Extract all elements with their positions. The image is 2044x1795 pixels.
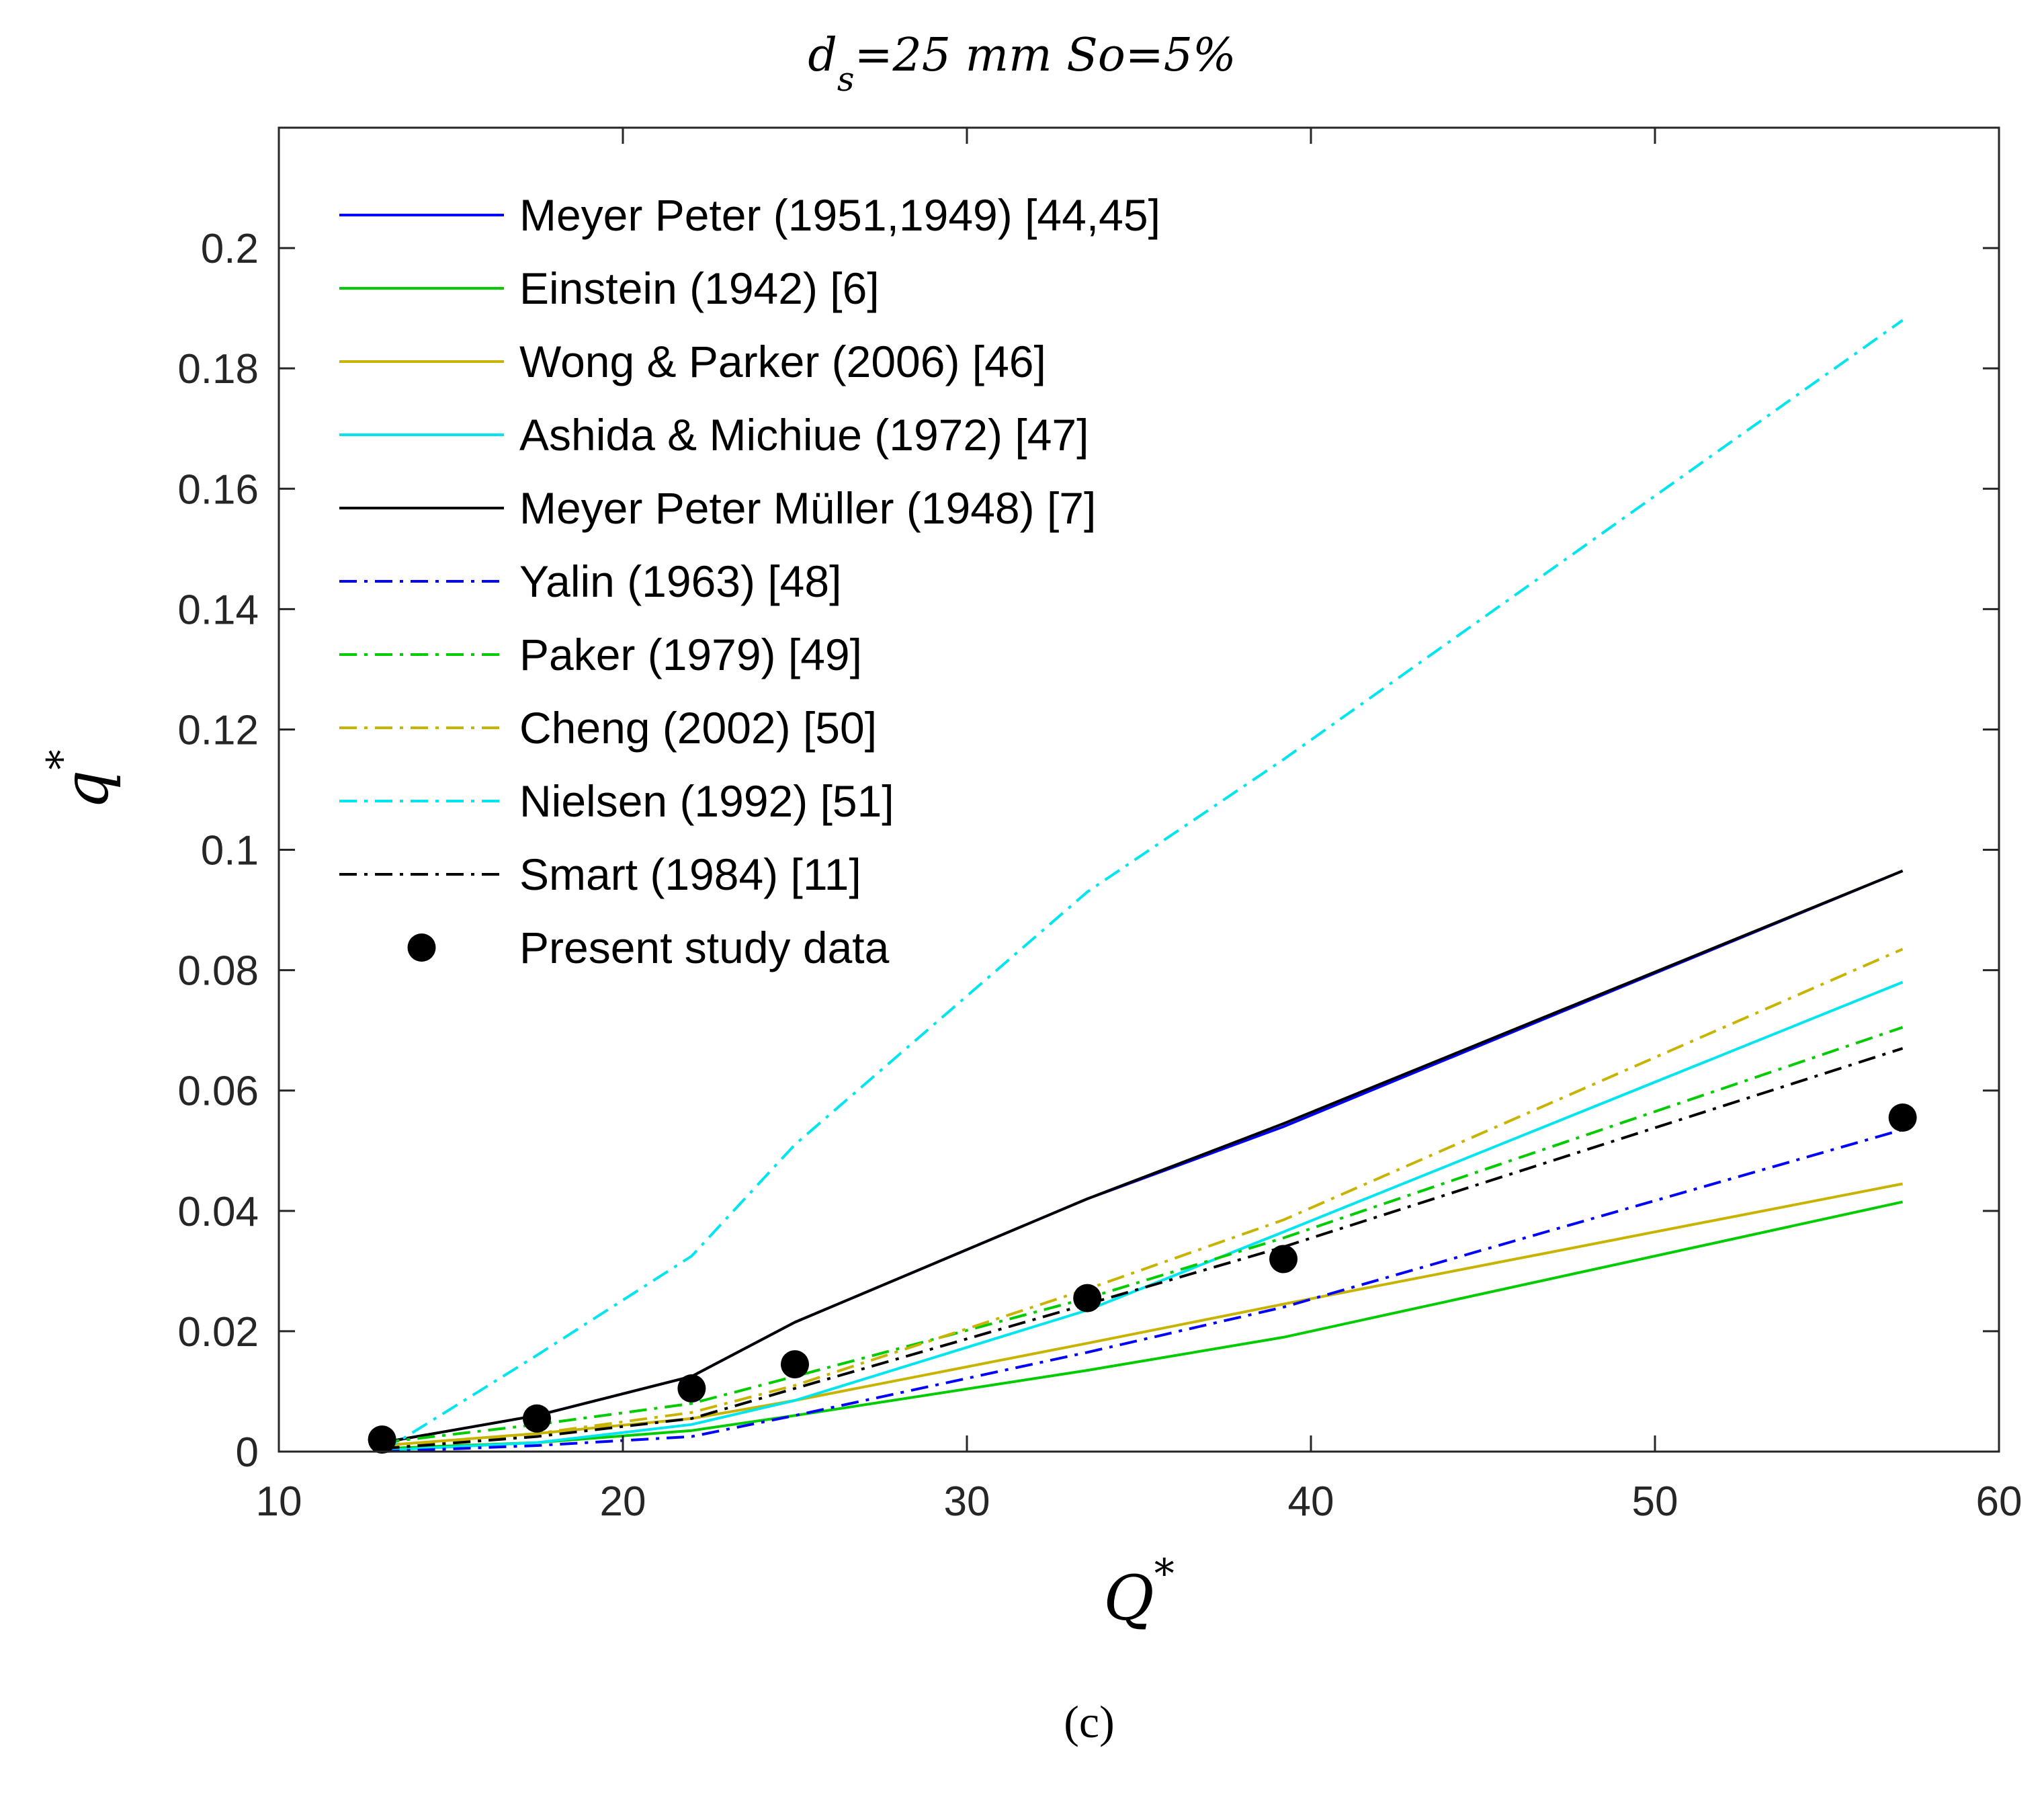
y-tick-label: 0.2 (201, 226, 259, 272)
legend-label: Cheng (2002) [50] (519, 703, 877, 753)
x-tick-label: 10 (256, 1478, 302, 1525)
y-tick-label: 0.08 (177, 948, 259, 995)
legend-label: Meyer Peter (1951,1949) [44,45] (519, 190, 1160, 240)
legend-label: Paker (1979) [49] (519, 630, 862, 679)
data-point (1888, 1103, 1917, 1132)
legend-label: Present study data (519, 923, 890, 972)
data-point (677, 1374, 706, 1403)
x-axis-label: Q* (1103, 1550, 1174, 1634)
y-tick-label: 0.14 (177, 587, 259, 633)
figure-caption: (c) (1064, 1696, 1114, 1747)
x-tick-label: 30 (944, 1478, 990, 1525)
legend-label: Ashida & Michiue (1972) [47] (519, 410, 1089, 460)
scatter-layer (368, 1103, 1917, 1454)
plot-area: 10 20 30 40 50 60 0 0.02 0.04 0.06 0.08 0.1 0.12 0.14… (177, 126, 2022, 1525)
series-line-cheng-2002-50 (382, 948, 1904, 1450)
legend-marker-present-study-data (407, 933, 436, 962)
legend-label: Nielsen (1992) [51] (519, 776, 894, 826)
plot-frame (278, 126, 2000, 1453)
legend: Meyer Peter (1951,1949) [44,45] Einstein … (339, 190, 1160, 972)
tick-layer: 10 20 30 40 50 60 0 0.02 0.04 0.06 0.08 0.1 0.12 0.14… (177, 128, 2022, 1525)
legend-label: Einstein (1942) [6] (519, 263, 880, 313)
data-point (523, 1404, 551, 1433)
y-tick-label: 0.02 (177, 1309, 259, 1355)
series-line-ashida-michiue-1972-47 (382, 980, 1904, 1452)
legend-label: Meyer Peter Müller (1948) [7] (519, 483, 1096, 533)
x-tick-label: 50 (1632, 1478, 1678, 1525)
data-point (1073, 1284, 1102, 1312)
data-point (781, 1350, 809, 1379)
y-tick-label: 0.16 (177, 466, 259, 513)
x-tick-label: 60 (1976, 1478, 2022, 1525)
x-tick-label: 40 (1288, 1478, 1334, 1525)
chart-title: ds=25 mm So=5% (808, 29, 1236, 99)
data-point (368, 1425, 396, 1454)
x-tick-label: 20 (600, 1478, 646, 1525)
y-tick-label: 0.04 (177, 1189, 259, 1235)
y-tick-label: 0.12 (177, 707, 259, 753)
y-axis-label: q* (38, 750, 122, 810)
y-tick-label: 0.1 (201, 828, 259, 874)
data-point (1269, 1245, 1298, 1274)
series-line-yalin-1963-48 (382, 1128, 1904, 1453)
y-tick-label: 0 (236, 1429, 259, 1476)
legend-label: Smart (1984) [11] (519, 849, 861, 899)
legend-label: Wong & Parker (2006) [46] (519, 337, 1046, 386)
series-line-nielsen-1992-51 (381, 319, 1904, 1453)
y-tick-label: 0.06 (177, 1069, 259, 1115)
y-tick-label: 0.18 (177, 346, 259, 392)
legend-label: Yalin (1963) [48] (519, 556, 841, 606)
